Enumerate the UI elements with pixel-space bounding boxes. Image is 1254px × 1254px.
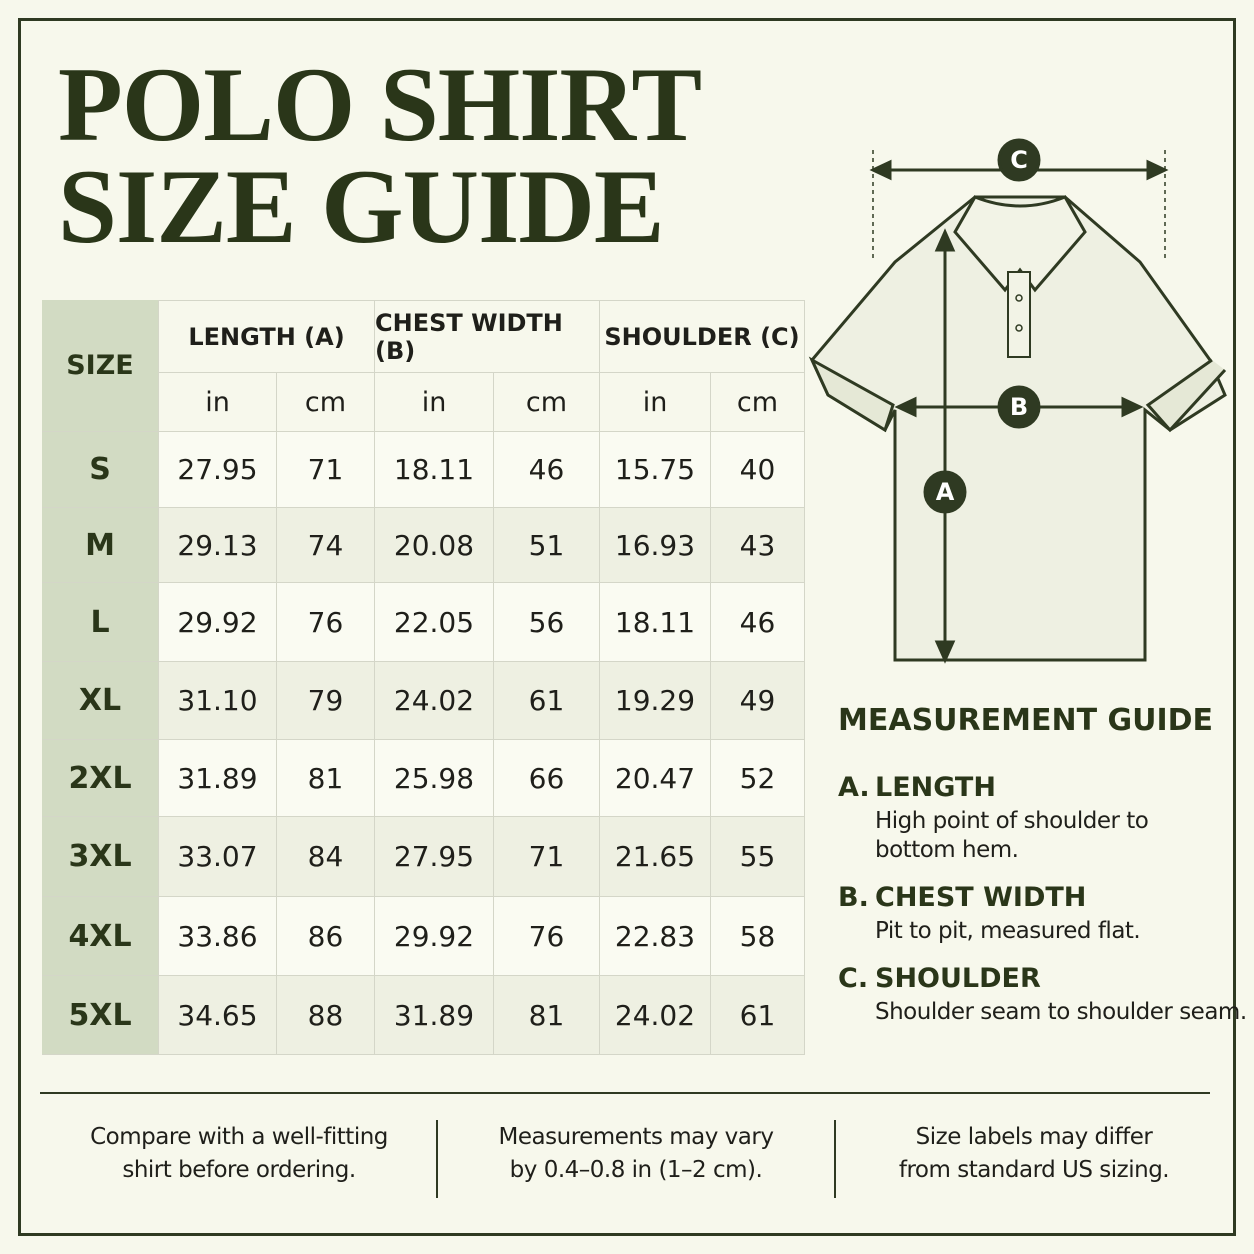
unit-header: cm [711,373,805,432]
footer-note: Measurements may vary [498,1124,774,1150]
frame [18,18,1236,1236]
size-label: XL [42,662,159,740]
group-header: LENGTH (A) [159,300,375,373]
table-cell: 29.13 [159,508,277,583]
size-label: M [42,508,159,583]
guide-text: Shoulder seam to shoulder seam. [875,999,1247,1025]
footer-note: by 0.4–0.8 in (1–2 cm). [509,1157,763,1183]
guide-name: CHEST WIDTH [875,882,1087,913]
unit-header: in [600,373,711,432]
title-line: POLO SHIRT [58,46,702,163]
table-cell: 56 [494,583,600,662]
footer-note: Size labels may differ [915,1124,1153,1150]
table-cell: 66 [494,740,600,817]
guide-name: LENGTH [875,772,996,803]
table-cell: 61 [711,976,805,1055]
table-cell: 84 [277,817,375,897]
table-cell: 31.89 [375,976,494,1055]
table-cell: 29.92 [159,583,277,662]
divider [834,1120,836,1198]
size-label: 4XL [42,897,159,976]
table-cell: 61 [494,662,600,740]
table-cell: 46 [711,583,805,662]
table-cell: 27.95 [159,432,277,508]
table-cell: 34.65 [159,976,277,1055]
unit-header: cm [277,373,375,432]
table-cell: 31.10 [159,662,277,740]
table-cell: 24.02 [375,662,494,740]
table-cell: 19.29 [600,662,711,740]
table-cell: 46 [494,432,600,508]
guide-title: MEASUREMENT GUIDE [838,703,1214,738]
table-cell: 79 [277,662,375,740]
guide-name: SHOULDER [875,963,1041,994]
group-header: SHOULDER (C) [600,300,805,373]
table-cell: 49 [711,662,805,740]
table-cell: 16.93 [600,508,711,583]
footer-note: from standard US sizing. [898,1157,1170,1183]
footer-rule [40,1092,1210,1094]
table-cell: 29.92 [375,897,494,976]
size-label: L [42,583,159,662]
diagram-label: B [1009,393,1029,421]
group-header: CHEST WIDTH (B) [375,300,600,373]
guide-text: Pit to pit, measured flat. [875,918,1141,944]
table-cell: 22.83 [600,897,711,976]
shirt-diagram [808,138,1227,664]
table-cell: 55 [711,817,805,897]
table-cell: 76 [494,897,600,976]
diagram-label: C [1010,146,1028,174]
table-cell: 71 [277,432,375,508]
size-header: SIZE [42,300,159,432]
table-cell: 22.05 [375,583,494,662]
table-cell: 74 [277,508,375,583]
table-cell: 15.75 [600,432,711,508]
table-cell: 51 [494,508,600,583]
size-label: S [42,432,159,508]
table-cell: 33.86 [159,897,277,976]
table-cell: 52 [711,740,805,817]
table-cell: 81 [277,740,375,817]
table-cell: 88 [277,976,375,1055]
table-cell: 43 [711,508,805,583]
diagram-label: A [935,478,955,506]
unit-header: in [159,373,277,432]
table-cell: 58 [711,897,805,976]
table-cell: 31.89 [159,740,277,817]
size-label: 3XL [42,817,159,897]
divider [436,1120,438,1198]
table-cell: 20.47 [600,740,711,817]
table-cell: 24.02 [600,976,711,1055]
guide-text: High point of shoulder to [875,808,1149,834]
table-cell: 81 [494,976,600,1055]
table-cell: 76 [277,583,375,662]
table-cell: 27.95 [375,817,494,897]
guide-letter: B. [838,882,869,913]
table-cell: 18.11 [375,432,494,508]
footer-note: Compare with a well-fitting [90,1124,388,1150]
table-cell: 71 [494,817,600,897]
table-cell: 25.98 [375,740,494,817]
size-label: 5XL [42,976,159,1055]
guide-letter: C. [838,963,869,994]
table-cell: 21.65 [600,817,711,897]
guide-text: bottom hem. [875,837,1019,863]
title-line: SIZE GUIDE [58,148,665,265]
unit-header: cm [494,373,600,432]
table-cell: 40 [711,432,805,508]
footer-note: shirt before ordering. [122,1157,356,1183]
guide-letter: A. [838,772,870,803]
table-cell: 33.07 [159,817,277,897]
table-cell: 86 [277,897,375,976]
size-label: 2XL [42,740,159,817]
table-cell: 20.08 [375,508,494,583]
table-cell: 18.11 [600,583,711,662]
unit-header: in [375,373,494,432]
